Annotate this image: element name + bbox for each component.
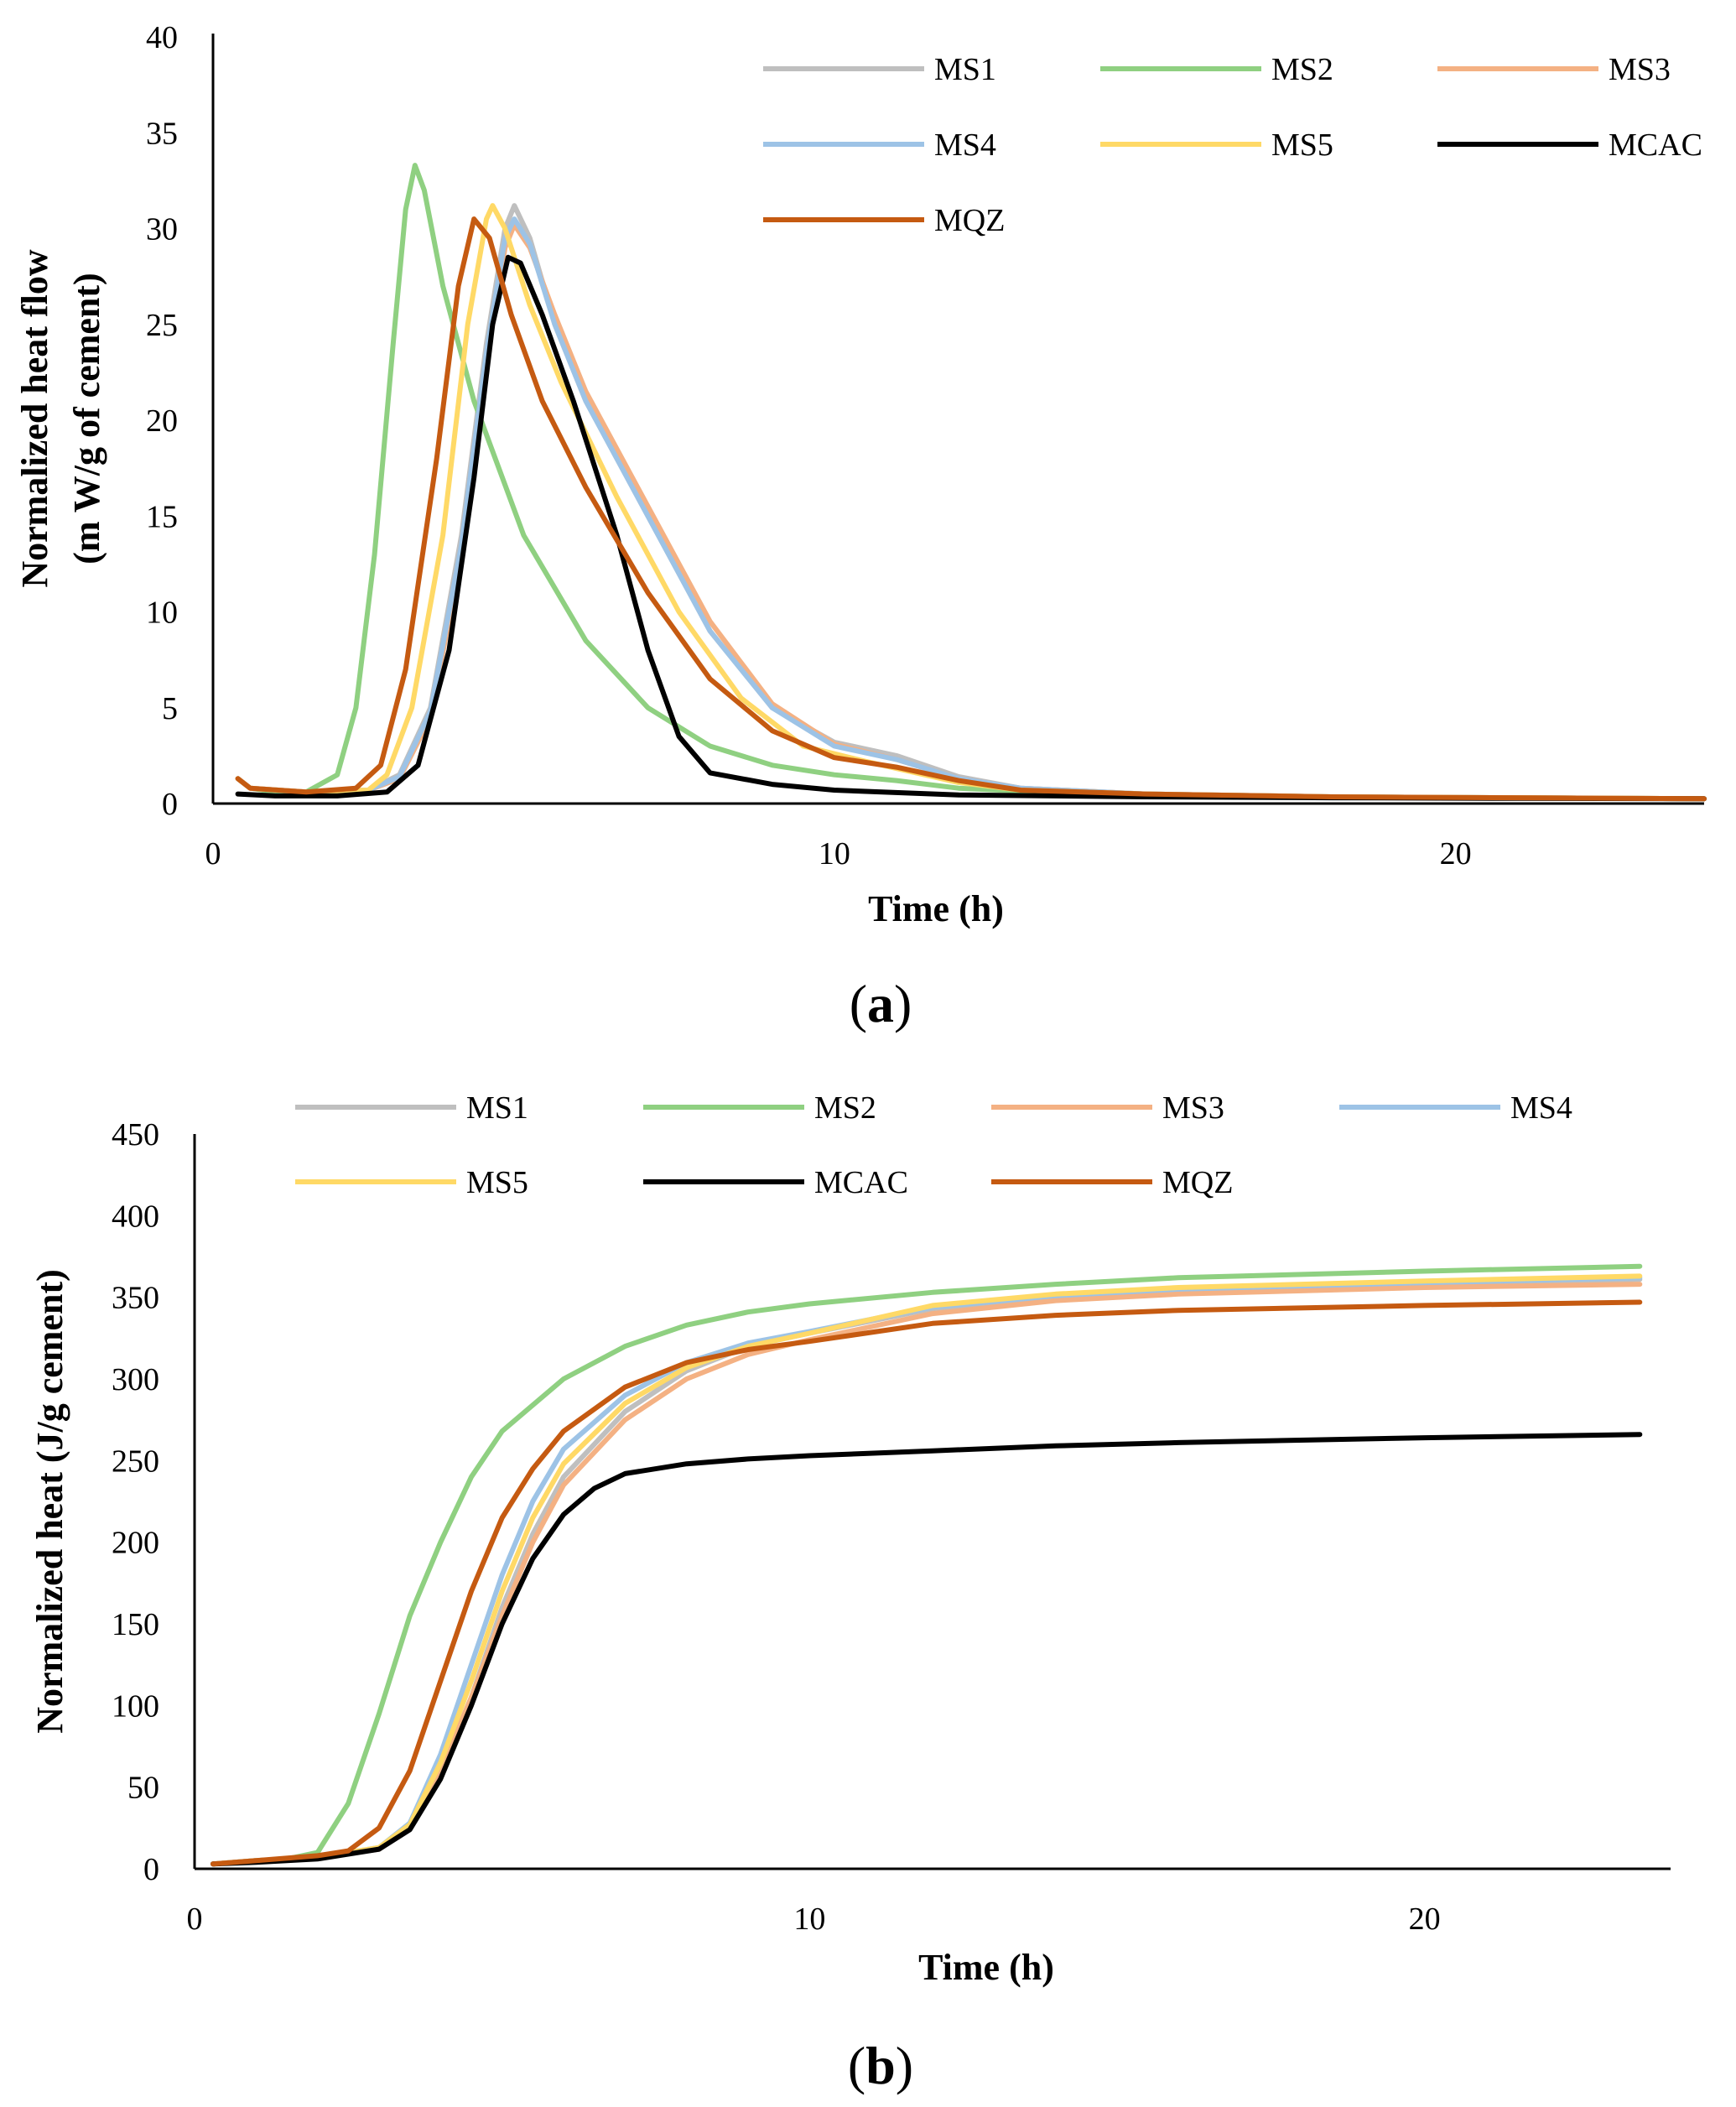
chart-a-xlabel: Time (h) [868,888,1004,929]
chart-b-series-ms2 [211,1263,1643,1867]
chart-b-ytick-350: 350 [112,1281,159,1316]
chart-b-ytick-50: 50 [127,1771,159,1806]
chart-a-legend-label-ms5: MS5 [1271,127,1333,163]
chart-b-series [211,1263,1643,1867]
chart-a-ylabel-line1: Normalized heat flow [14,249,55,587]
chart-b-y-ticks: 0 50 100 150 200 250 300 350 400 450 [112,1117,159,1887]
chart-a-ytick-0: 0 [162,787,178,822]
chart-b: 0 50 100 150 200 250 300 350 400 450 0 10 20 Time (… [29,1090,1671,2095]
chart-a-ytick-15: 15 [146,499,178,534]
chart-b-ytick-300: 300 [112,1362,159,1397]
chart-a-y-ticks: 0 5 10 15 20 25 30 35 40 [146,20,178,822]
chart-b-legend-label-ms3: MS3 [1162,1090,1224,1126]
chart-b-ytick-450: 450 [112,1117,159,1152]
chart-b-xlabel: Time (h) [918,1947,1054,1988]
chart-b-legend-label-mcac: MCAC [814,1165,908,1200]
chart-b-ylabel: Normalized heat (J/g cement) [29,1269,70,1733]
chart-b-xtick-20: 20 [1409,1902,1441,1937]
chart-b-xtick-0: 0 [187,1902,203,1937]
chart-b-series-mcac [211,1432,1643,1867]
chart-a-ytick-5: 5 [162,691,178,726]
chart-b-series-mqz [211,1299,1643,1867]
chart-a-ytick-35: 35 [146,116,178,151]
chart-b-legend-label-mqz: MQZ [1162,1165,1233,1200]
chart-a-legend-label-mqz: MQZ [934,203,1005,238]
chart-b-ytick-100: 100 [112,1688,159,1724]
chart-b-ytick-400: 400 [112,1199,159,1234]
chart-a-x-ticks: 0 10 20 [205,836,1472,871]
chart-b-xtick-10: 10 [793,1902,825,1937]
chart-b-ytick-250: 250 [112,1444,159,1479]
chart-a-legend-label-mcac: MCAC [1609,127,1702,163]
chart-a: 0 5 10 15 20 25 30 35 40 0 10 20 Time (h) Normaliz… [14,20,1707,1033]
chart-a-xtick-20: 20 [1440,836,1472,871]
chart-a-xtick-0: 0 [205,836,221,871]
chart-a-series [235,163,1707,802]
chart-b-ytick-150: 150 [112,1607,159,1642]
chart-a-legend-label-ms2: MS2 [1271,52,1333,87]
chart-b-legend-label-ms1: MS1 [466,1090,528,1126]
chart-b-ytick-0: 0 [143,1852,159,1887]
chart-a-panel-letter: a [867,974,894,1033]
chart-b-x-ticks: 0 10 20 [187,1902,1441,1937]
chart-b-legend-label-ms4: MS4 [1510,1090,1572,1126]
chart-a-ytick-10: 10 [146,596,178,631]
chart-a-xtick-10: 10 [819,836,850,871]
chart-b-panel-letter: b [865,2036,896,2095]
chart-b-ytick-200: 200 [112,1526,159,1561]
chart-a-legend-label-ms4: MS4 [934,127,996,163]
chart-b-legend-label-ms2: MS2 [814,1090,876,1126]
chart-b-legend: MS1 MS2 MS3 MS4 MS5 MCAC MQZ [295,1090,1572,1200]
chart-a-ytick-20: 20 [146,403,178,439]
chart-a-panel-label: (a) [850,974,912,1033]
chart-a-ytick-25: 25 [146,308,178,343]
chart-a-series-mqz [235,216,1707,802]
chart-b-legend-label-ms5: MS5 [466,1165,528,1200]
chart-a-legend: MS1 MS2 MS3 MS4 MS5 MCAC MQZ [763,52,1702,238]
chart-a-legend-label-ms1: MS1 [934,52,996,87]
chart-a-series-ms2 [235,163,1707,802]
chart-b-panel-label: (b) [848,2036,913,2095]
chart-a-ylabel-line2: (m W/g of cement) [66,273,107,564]
chart-a-legend-label-ms3: MS3 [1609,52,1671,87]
chart-a-ytick-40: 40 [146,20,178,55]
chart-a-series-mcac [235,254,1707,802]
chart-a-ytick-30: 30 [146,212,178,247]
